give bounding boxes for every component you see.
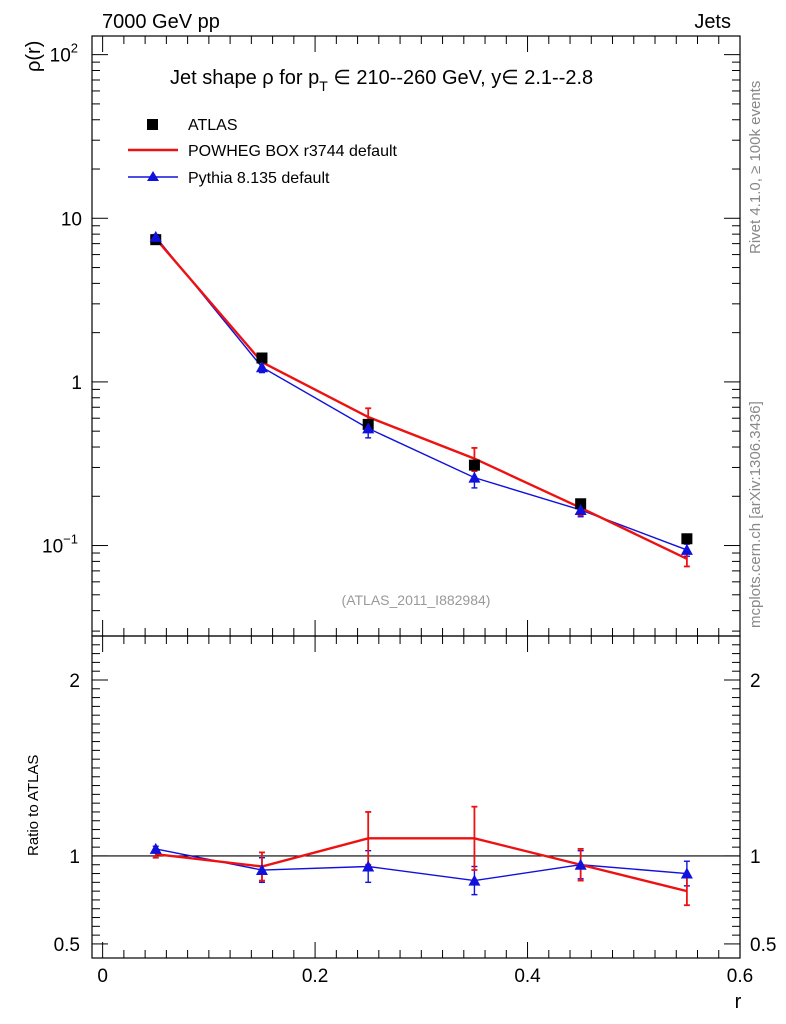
main-y-tick-labels: 102 10 1 10−1: [42, 41, 82, 558]
pythia-ratio-marker: [149, 842, 162, 854]
axis-ticks: [92, 36, 741, 958]
pythia-marker: [680, 543, 693, 555]
ratio-y-tick-label: 0.5: [54, 935, 80, 956]
pythia-ratio-marker: [362, 860, 375, 872]
powheg-ratio-line: [155, 837, 688, 893]
analysis-watermark: (ATLAS_2011_I882984): [342, 592, 491, 608]
x-tick-labels: 0 0.2 0.4 0.6: [97, 966, 753, 987]
atlas-data-point: [575, 498, 587, 510]
pythia-ratio-line: [155, 848, 687, 882]
legend-atlas-marker: [147, 119, 158, 130]
header-category-label: Jets: [694, 11, 731, 33]
legend-powheg-label: POWHEG BOX r3744 default: [188, 143, 398, 160]
pythia-line: [155, 236, 688, 551]
data-marks: [92, 230, 740, 907]
legend: ATLAS POWHEG BOX r3744 default Pythia 8.…: [128, 117, 398, 187]
pythia-marker: [574, 503, 587, 515]
ratio-y-tick-label-right: 1: [750, 847, 761, 868]
ratio-y-tick-label: 1: [69, 847, 80, 868]
legend-atlas-label: ATLAS: [188, 117, 238, 134]
pythia-marker: [468, 471, 481, 483]
atlas-data-point: [681, 533, 693, 545]
ratio-y-tick-labels-right: 2 1 0.5: [750, 671, 776, 956]
ratio-plot-frame: [91, 635, 741, 959]
x-tick-label: 0.4: [514, 966, 541, 987]
main-y-tick-label: 10−1: [42, 532, 78, 558]
x-tick-label: 0.2: [302, 966, 328, 987]
ratio-y-axis-label: Ratio to ATLAS: [25, 755, 42, 856]
atlas-data-point: [468, 459, 480, 471]
main-y-axis-label: ρ(r): [23, 41, 45, 72]
header-energy-label: 7000 GeV pp: [102, 11, 220, 33]
pythia-marker: [362, 422, 375, 434]
x-tick-label: 0: [97, 966, 108, 987]
rivet-version-label: Rivet 4.1.0, ≥ 100k events: [747, 81, 764, 254]
legend-pythia-marker: [147, 171, 159, 181]
main-y-tick-label: 1: [71, 373, 82, 394]
pythia-ratio-marker: [680, 867, 693, 879]
x-axis-label: r: [735, 991, 742, 1013]
ratio-y-tick-label-right: 2: [750, 671, 761, 692]
ratio-y-tick-label: 2: [69, 671, 80, 692]
powheg-line: [154, 237, 688, 560]
mcplots-label: mcplots.cern.ch [arXiv:1306.3436]: [747, 401, 764, 628]
pythia-ratio-marker: [468, 874, 481, 886]
x-tick-label: 0.6: [727, 966, 753, 987]
ratio-y-tick-labels-left: 2 1 0.5: [54, 671, 80, 956]
plot-title: Jet shape ρ for pT ∈ 210--260 GeV, y∈ 2.…: [170, 67, 593, 94]
main-y-tick-label: 102: [50, 41, 78, 67]
main-y-tick-label: 10: [61, 209, 82, 230]
legend-pythia-label: Pythia 8.135 default: [188, 170, 330, 187]
pythia-ratio-marker: [255, 864, 268, 876]
ratio-y-tick-label-right: 0.5: [750, 935, 776, 956]
pythia-ratio-marker: [574, 858, 587, 870]
pythia-marker: [149, 230, 162, 242]
pythia-marker: [255, 361, 268, 373]
atlas-data-point: [256, 352, 268, 364]
